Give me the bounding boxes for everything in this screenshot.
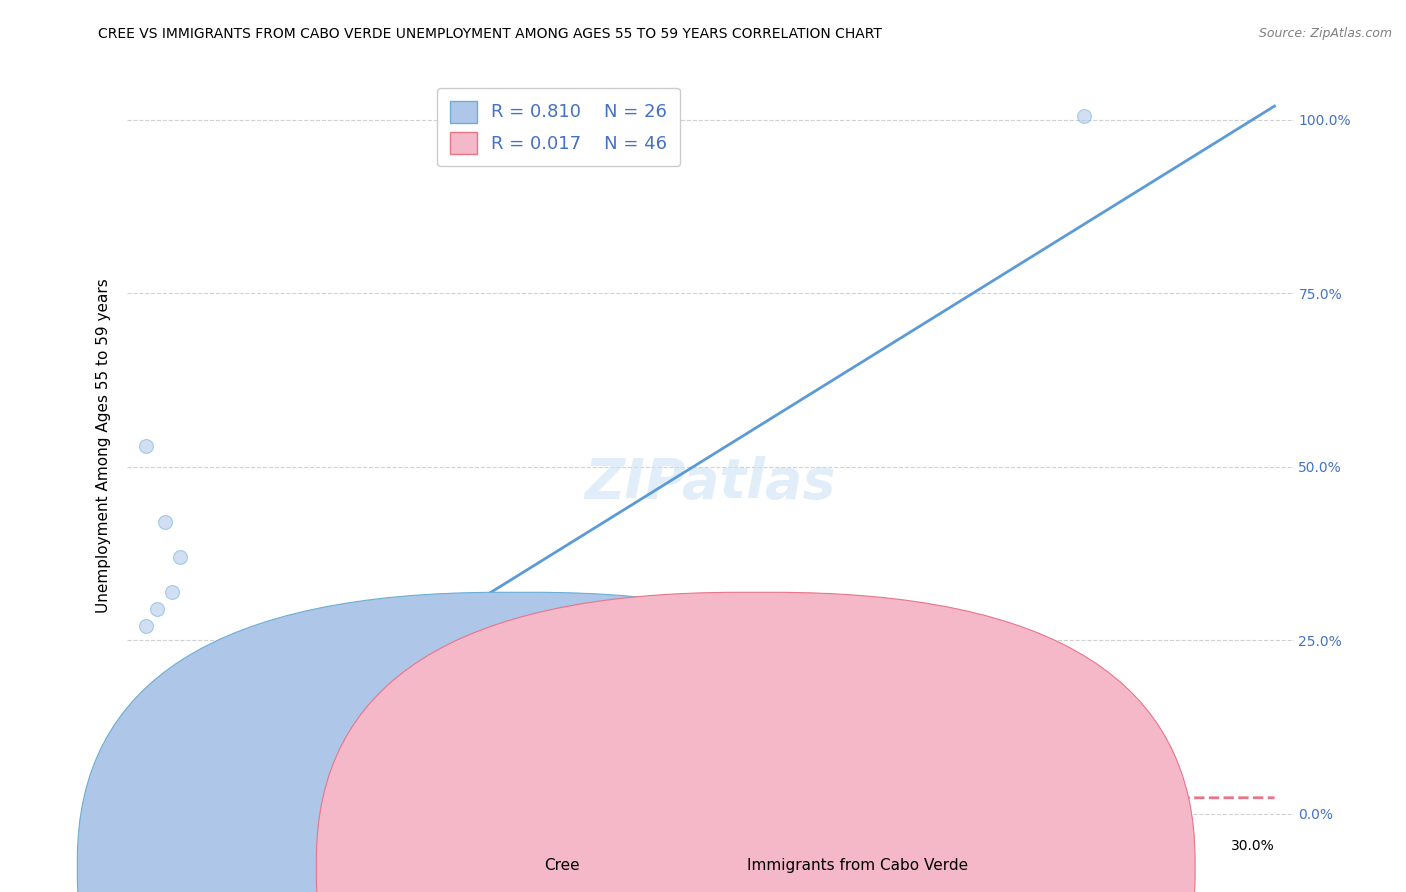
- Point: [222, 799, 245, 814]
- Point: [135, 799, 157, 814]
- Point: [135, 439, 157, 453]
- Text: ZIPatlas: ZIPatlas: [585, 457, 835, 510]
- Point: [173, 799, 195, 814]
- Point: [207, 801, 229, 815]
- Point: [267, 799, 290, 814]
- Point: [187, 799, 209, 814]
- Point: [131, 782, 153, 797]
- Point: [214, 716, 236, 731]
- Point: [153, 799, 176, 814]
- Point: [198, 799, 221, 814]
- Point: [149, 797, 172, 811]
- Point: [131, 803, 153, 817]
- Point: [807, 803, 830, 817]
- Point: [131, 793, 153, 807]
- Point: [187, 768, 209, 782]
- Text: 0.0%: 0.0%: [134, 839, 169, 854]
- Point: [173, 772, 195, 786]
- Text: Cree: Cree: [544, 858, 581, 872]
- Point: [579, 803, 602, 817]
- Point: [142, 797, 165, 811]
- Point: [165, 799, 187, 814]
- Point: [149, 772, 172, 786]
- Legend: R = 0.810    N = 26, R = 0.017    N = 46: R = 0.810 N = 26, R = 0.017 N = 46: [437, 88, 679, 166]
- Point: [294, 803, 316, 817]
- Point: [260, 803, 283, 817]
- Point: [153, 793, 176, 807]
- Point: [276, 803, 298, 817]
- Text: 30.0%: 30.0%: [1230, 839, 1274, 854]
- Point: [138, 797, 160, 811]
- Y-axis label: Unemployment Among Ages 55 to 59 years: Unemployment Among Ages 55 to 59 years: [96, 278, 111, 614]
- Point: [218, 803, 240, 817]
- Point: [169, 799, 191, 814]
- Point: [245, 799, 267, 814]
- Point: [184, 797, 207, 811]
- Point: [157, 793, 180, 807]
- Point: [153, 516, 176, 530]
- Point: [883, 799, 905, 814]
- Point: [238, 803, 260, 817]
- Point: [191, 803, 214, 817]
- Point: [207, 709, 229, 723]
- Point: [142, 789, 165, 804]
- Point: [169, 793, 191, 807]
- Point: [202, 803, 225, 817]
- Point: [238, 803, 260, 817]
- Point: [135, 765, 157, 780]
- Text: Immigrants from Cabo Verde: Immigrants from Cabo Verde: [747, 858, 969, 872]
- Point: [195, 797, 218, 811]
- Point: [256, 803, 278, 817]
- Point: [1073, 803, 1095, 817]
- Point: [276, 803, 298, 817]
- Point: [160, 758, 183, 772]
- Point: [180, 801, 202, 815]
- Text: CREE VS IMMIGRANTS FROM CABO VERDE UNEMPLOYMENT AMONG AGES 55 TO 59 YEARS CORREL: CREE VS IMMIGRANTS FROM CABO VERDE UNEMP…: [98, 27, 883, 41]
- Point: [1073, 110, 1095, 124]
- Point: [135, 619, 157, 633]
- Point: [314, 799, 336, 814]
- Point: [229, 799, 252, 814]
- Point: [693, 803, 716, 817]
- Text: Source: ZipAtlas.com: Source: ZipAtlas.com: [1258, 27, 1392, 40]
- Point: [160, 797, 183, 811]
- Point: [160, 803, 183, 817]
- Point: [229, 803, 252, 817]
- Point: [252, 799, 274, 814]
- Point: [218, 803, 240, 817]
- Point: [427, 803, 450, 817]
- Point: [191, 803, 214, 817]
- Point: [180, 799, 202, 814]
- Point: [160, 584, 183, 599]
- Point: [176, 797, 198, 811]
- Point: [693, 723, 716, 738]
- Point: [198, 678, 221, 692]
- Point: [352, 803, 374, 817]
- Point: [731, 803, 754, 817]
- Point: [503, 803, 526, 817]
- Point: [146, 602, 169, 616]
- Point: [146, 799, 169, 814]
- Point: [198, 799, 221, 814]
- Point: [127, 797, 149, 811]
- Point: [169, 549, 191, 564]
